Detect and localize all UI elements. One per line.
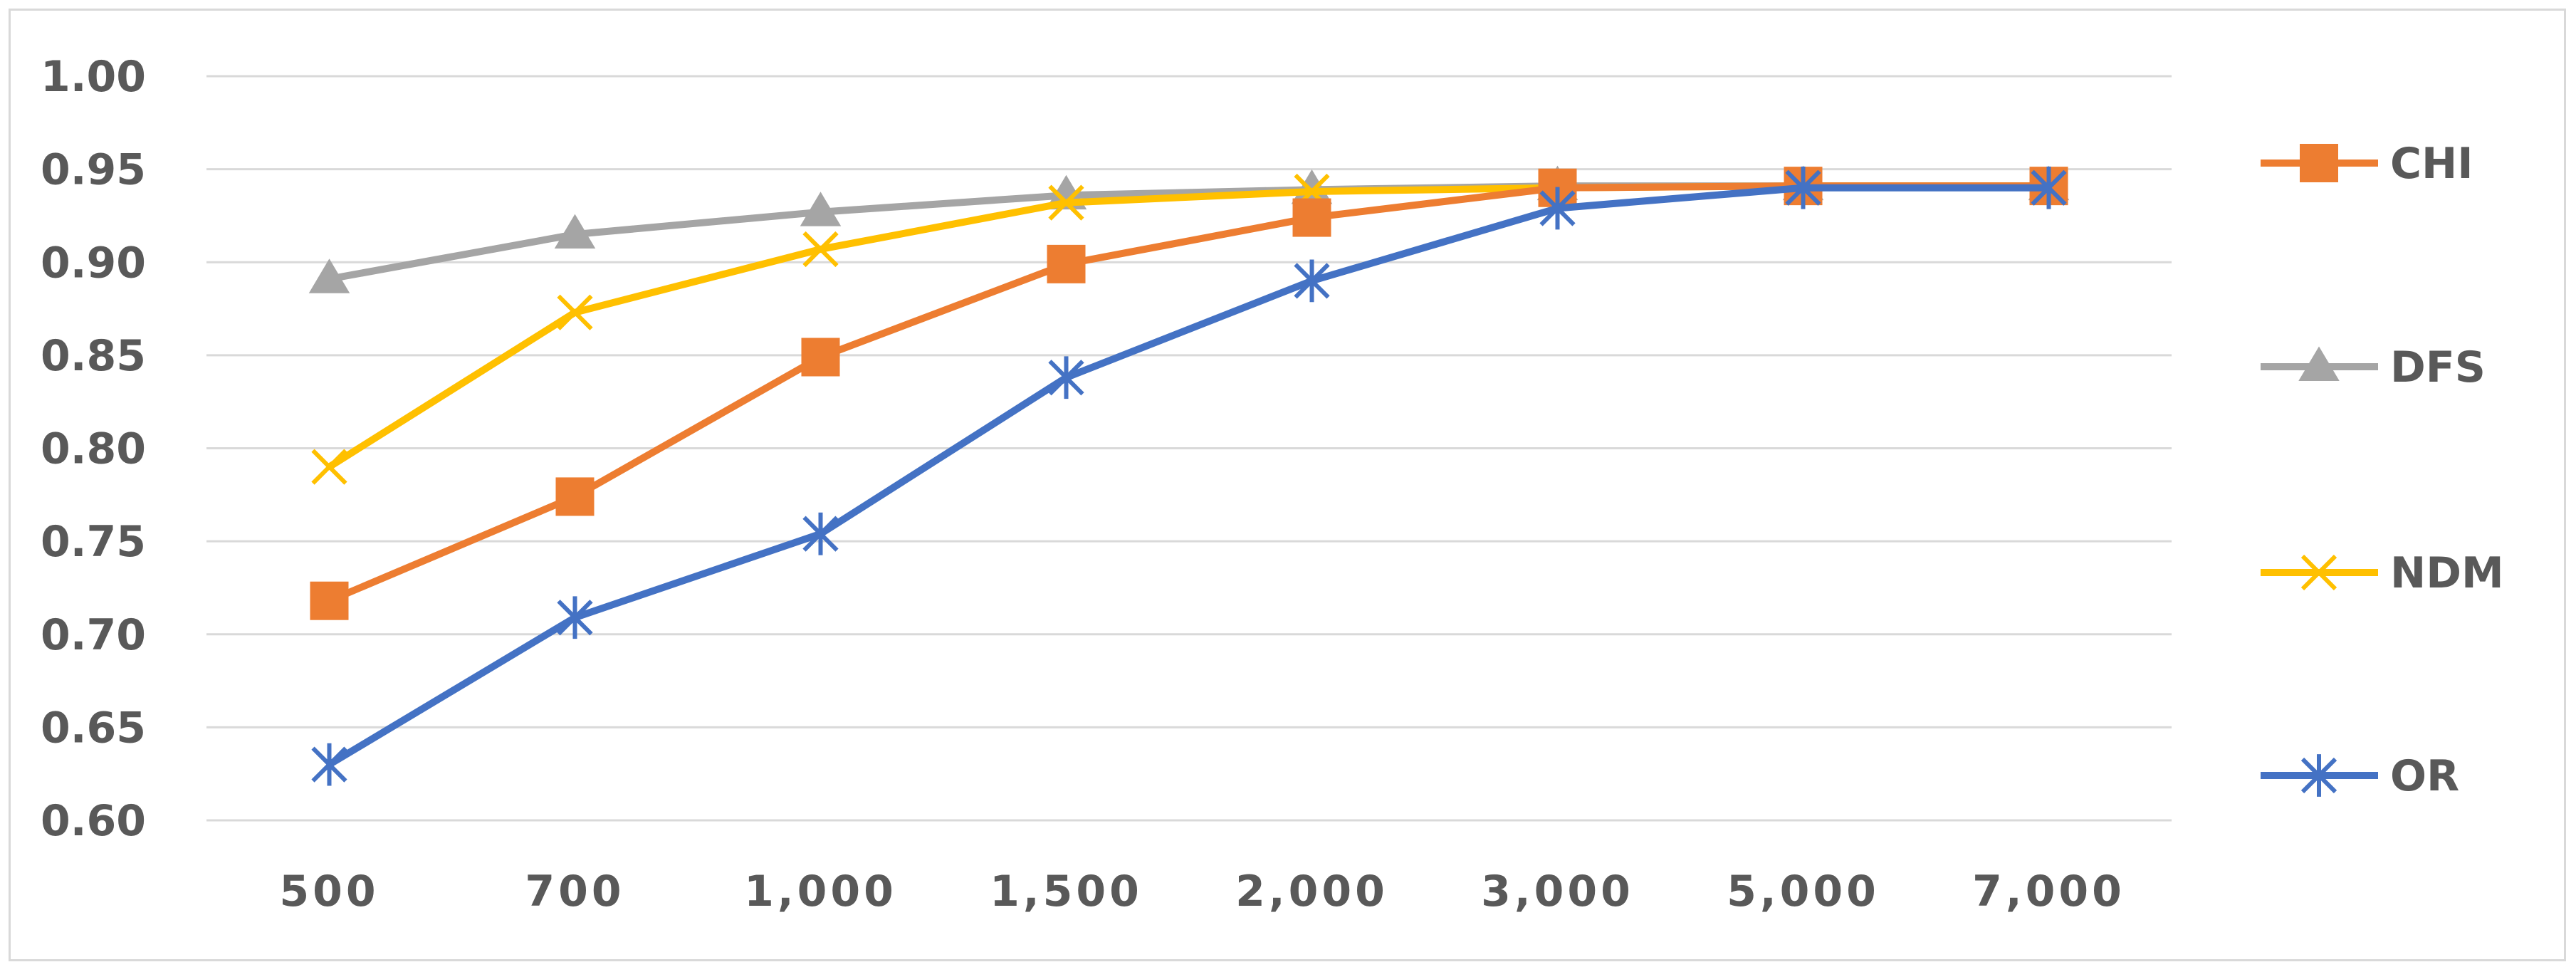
y-tick-label: 0.80: [41, 424, 146, 474]
y-tick-label: 0.60: [41, 796, 146, 846]
x-tick-label: 7,000: [1972, 867, 2125, 916]
data-point: [1048, 184, 1084, 221]
y-tick-label: 1.00: [41, 52, 146, 102]
data-point: [555, 477, 595, 516]
legend-item-dfs: DFS: [2261, 343, 2486, 392]
legend-item-or: OR: [2261, 751, 2459, 801]
series-line: [327, 184, 2049, 768]
data-point: [2300, 554, 2337, 591]
legend-item-chi: CHI: [2261, 139, 2473, 189]
y-tick-label: 0.75: [41, 517, 146, 567]
x-tick-label: 1,500: [990, 867, 1143, 916]
series-group: [308, 165, 2070, 786]
legend: CHI DFS NDM OR: [2261, 139, 2504, 801]
x-tick-label: 1,000: [744, 867, 897, 916]
series-line: [328, 182, 2049, 605]
x-axis-ticks: 500 700 1,000 1,500 2,000 3,000 5,000 7,000: [279, 867, 2125, 916]
data-point: [311, 449, 347, 485]
y-tick-label: 0.90: [41, 238, 146, 288]
data-point: [310, 581, 349, 620]
data-point: [2031, 166, 2067, 209]
data-point: [2300, 144, 2338, 182]
x-tick-label: 500: [279, 867, 379, 916]
data-point: [1294, 259, 1330, 303]
data-point: [557, 596, 593, 639]
legend-label: DFS: [2390, 343, 2486, 392]
data-point: [2298, 346, 2340, 381]
legend-label: CHI: [2390, 139, 2473, 189]
legend-item-ndm: NDM: [2261, 548, 2504, 598]
data-point: [554, 214, 596, 249]
data-point: [311, 743, 347, 786]
y-tick-label: 0.85: [41, 331, 146, 381]
data-point: [802, 512, 839, 555]
gridlines: [206, 75, 2172, 822]
series-or: [311, 166, 2067, 786]
data-point: [2300, 754, 2337, 797]
data-point: [1539, 187, 1576, 230]
legend-label: OR: [2390, 751, 2459, 801]
data-point: [801, 338, 840, 377]
data-point: [557, 294, 593, 330]
y-tick-label: 0.95: [41, 145, 146, 195]
data-point: [800, 192, 842, 226]
data-point: [1292, 198, 1331, 237]
y-axis-ticks: 0.60 0.65 0.70 0.75 0.80 0.85 0.90 0.95 1.00: [41, 52, 146, 846]
y-tick-label: 0.65: [41, 703, 146, 753]
data-point: [1048, 356, 1084, 399]
y-tick-label: 0.70: [41, 610, 146, 660]
x-tick-label: 5,000: [1727, 867, 1880, 916]
x-tick-label: 700: [525, 867, 624, 916]
data-point: [308, 258, 350, 293]
chart-frame: [9, 9, 2566, 961]
legend-label: NDM: [2390, 548, 2504, 598]
data-point: [802, 231, 839, 268]
data-point: [1047, 244, 1086, 283]
data-point: [1785, 166, 1821, 209]
x-tick-label: 3,000: [1481, 867, 1634, 916]
x-tick-label: 2,000: [1235, 867, 1388, 916]
